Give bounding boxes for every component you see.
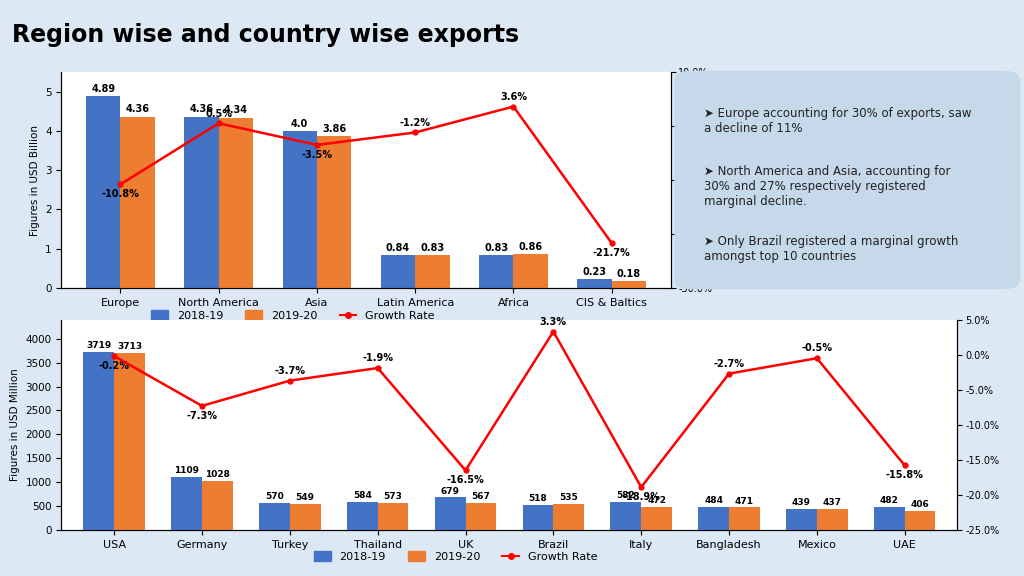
Text: 3719: 3719 (86, 342, 112, 350)
Text: -0.2%: -0.2% (98, 361, 130, 371)
Text: -15.8%: -15.8% (886, 470, 924, 480)
Text: 471: 471 (735, 497, 754, 506)
Text: 4.36: 4.36 (189, 104, 213, 115)
Text: 0.84: 0.84 (386, 242, 410, 253)
Text: 549: 549 (296, 493, 314, 502)
Text: -3.5%: -3.5% (301, 150, 333, 160)
Bar (86, 96, 121, 288)
Text: 484: 484 (705, 496, 723, 505)
FancyBboxPatch shape (675, 71, 1020, 289)
Text: 406: 406 (910, 499, 930, 509)
Text: 472: 472 (647, 497, 666, 506)
Bar (729, 507, 760, 530)
Bar (114, 353, 144, 530)
Text: -3.7%: -3.7% (274, 366, 305, 376)
Bar (202, 481, 232, 530)
Bar (415, 255, 450, 288)
Text: 3.3%: 3.3% (540, 317, 567, 327)
Text: 4.89: 4.89 (91, 84, 116, 94)
Bar (611, 281, 646, 288)
Legend: 2018-19, 2019-20, Growth Rate: 2018-19, 2019-20, Growth Rate (309, 547, 602, 566)
Y-axis label: Figures in USD Billion: Figures in USD Billion (30, 124, 40, 236)
Bar (905, 510, 936, 530)
Bar (283, 131, 317, 288)
Text: -1.9%: -1.9% (362, 353, 393, 363)
Text: 584: 584 (353, 491, 372, 500)
Text: -1.2%: -1.2% (399, 118, 431, 128)
Text: 4.36: 4.36 (126, 104, 150, 115)
Bar (874, 507, 905, 530)
Text: 570: 570 (265, 492, 284, 501)
Text: ➤ North America and Asia, accounting for
30% and 27% respectively registered
mar: ➤ North America and Asia, accounting for… (705, 165, 950, 208)
Bar (290, 503, 321, 530)
Text: 437: 437 (822, 498, 842, 507)
Y-axis label: Figures in USD Million: Figures in USD Million (10, 369, 19, 481)
Bar (553, 505, 584, 530)
Bar (83, 352, 114, 530)
Text: 582: 582 (616, 491, 635, 500)
Text: 679: 679 (440, 487, 460, 495)
Bar (435, 498, 466, 530)
Text: ➤ Only Brazil registered a marginal growth
amongst top 10 countries: ➤ Only Brazil registered a marginal grow… (705, 236, 958, 263)
Text: 4.34: 4.34 (224, 105, 248, 115)
Bar (378, 502, 409, 530)
Text: 3.6%: 3.6% (500, 92, 527, 102)
Legend: 2018-19, 2019-20, Growth Rate: 2018-19, 2019-20, Growth Rate (146, 306, 439, 325)
Bar (171, 477, 202, 530)
Bar (698, 507, 729, 530)
Bar (347, 502, 378, 530)
Bar (578, 279, 611, 288)
Text: 439: 439 (792, 498, 811, 507)
Text: 0.86: 0.86 (518, 242, 543, 252)
Bar (259, 503, 290, 530)
Text: 535: 535 (559, 494, 579, 502)
Text: 0.83: 0.83 (484, 243, 508, 253)
Text: 0.83: 0.83 (420, 243, 444, 253)
Text: 3.86: 3.86 (323, 124, 346, 134)
Text: 1109: 1109 (174, 466, 199, 475)
Bar (522, 505, 553, 530)
Bar (466, 503, 497, 530)
Bar (219, 118, 253, 288)
Text: 518: 518 (528, 494, 548, 503)
Text: 0.23: 0.23 (583, 267, 606, 276)
Text: -18.9%: -18.9% (623, 492, 660, 502)
Text: ➤ Europe accounting for 30% of exports, saw
a decline of 11%: ➤ Europe accounting for 30% of exports, … (705, 107, 972, 135)
Text: 567: 567 (471, 492, 490, 501)
Text: 4.0: 4.0 (291, 119, 308, 128)
Bar (817, 509, 848, 530)
Bar (121, 117, 155, 288)
Text: 482: 482 (880, 496, 899, 505)
Text: -2.7%: -2.7% (714, 359, 744, 369)
Bar (786, 509, 817, 530)
Bar (317, 137, 351, 288)
Bar (610, 502, 641, 530)
Text: Region wise and country wise exports: Region wise and country wise exports (12, 23, 519, 47)
Text: -10.8%: -10.8% (101, 189, 139, 199)
Text: -7.3%: -7.3% (186, 411, 217, 420)
Text: 0.18: 0.18 (616, 268, 641, 279)
Text: 573: 573 (384, 492, 402, 501)
Text: -21.7%: -21.7% (593, 248, 631, 258)
Bar (381, 255, 415, 288)
Bar (641, 507, 672, 530)
Text: -16.5%: -16.5% (446, 475, 484, 485)
Bar (479, 255, 513, 288)
Text: 1028: 1028 (205, 470, 229, 479)
Text: 3713: 3713 (117, 342, 142, 351)
Bar (513, 254, 548, 288)
Bar (184, 117, 219, 288)
Text: -0.5%: -0.5% (802, 343, 833, 354)
Text: 0.5%: 0.5% (205, 109, 232, 119)
